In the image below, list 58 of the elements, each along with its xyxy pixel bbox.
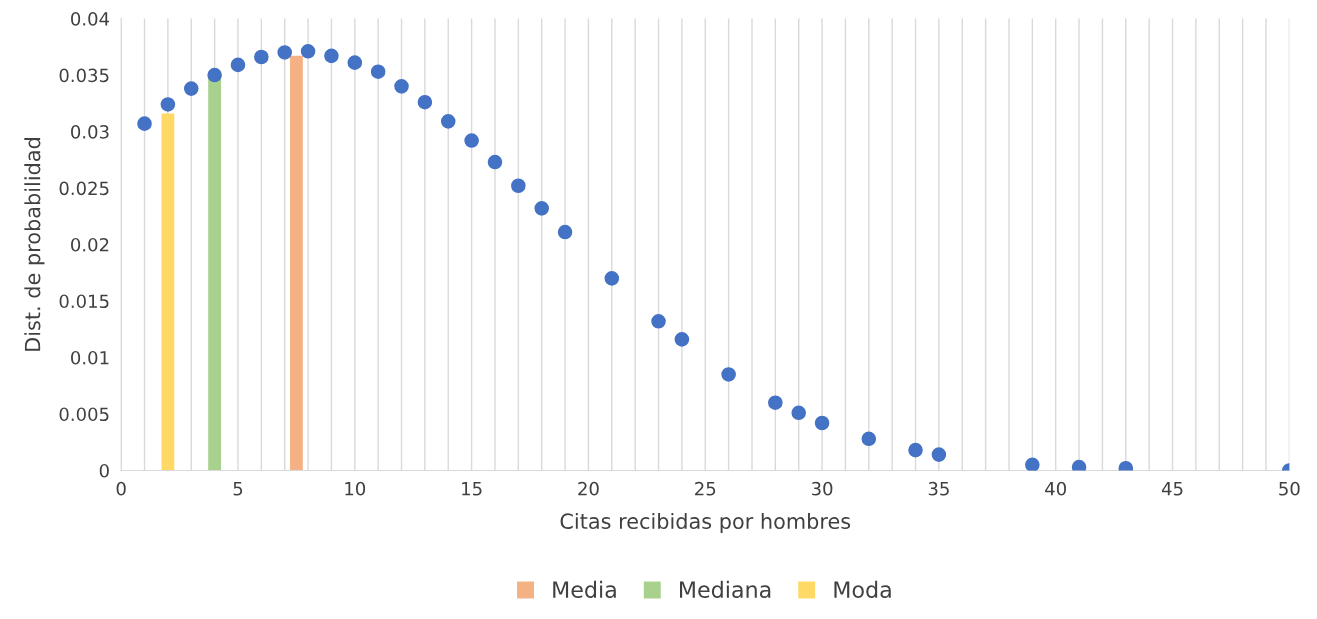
point [511,178,526,194]
x-tick-label: 30 [811,481,833,496]
point [137,116,152,131]
point [464,133,479,148]
point [487,154,503,170]
legend-label: Media [553,580,616,599]
y-tick-label: 0.015 [59,294,109,309]
point [277,45,292,60]
y-tick-label: 0.03 [71,125,109,139]
point [861,431,877,447]
x-tick-label: 0 [116,481,126,496]
point [604,271,620,286]
point [394,79,409,94]
y-tick-label: 0.04 [71,12,110,26]
legend-label: Mediana [680,580,771,599]
x-tick-label: 10 [345,481,366,496]
x-tick-label: 5 [233,482,243,496]
point [230,57,246,73]
bar [161,113,175,471]
point [347,55,363,70]
point [160,97,176,112]
point [300,44,316,59]
point [557,224,573,240]
point [534,201,549,216]
bar [289,55,303,471]
point [768,395,783,410]
point [440,114,456,129]
x-axis-title: Citas recibidas por hombres [560,512,851,534]
point [931,447,947,462]
point [254,49,269,65]
y-tick-label: 0.035 [59,68,109,83]
x-tick-label: 40 [1045,481,1066,496]
point [651,314,666,329]
point [207,67,222,83]
y-tick-label: 0 [99,463,109,478]
x-tick-label: 45 [1161,482,1183,496]
y-axis-title: Dist. de probabilidad [24,138,45,351]
point [674,332,690,347]
point [908,442,923,458]
point [183,81,199,96]
legend-label: Moda [834,580,891,599]
y-tick-label: 0.02 [71,237,109,252]
point [814,415,830,431]
point [1025,457,1040,471]
x-tick-label: 50 [1279,481,1300,496]
point [417,94,433,110]
x-tick-label: 20 [578,481,599,496]
x-tick-label: 25 [695,481,716,496]
y-tick-label: 0.01 [71,350,109,365]
x-tick-label: 35 [928,481,949,496]
point [1071,459,1087,471]
point [721,367,736,382]
x-tick-label: 15 [462,482,482,496]
point [791,405,806,421]
y-tick-label: 0.005 [59,407,109,422]
point [370,64,386,79]
point [324,48,339,64]
y-tick-label: 0.025 [59,181,109,196]
